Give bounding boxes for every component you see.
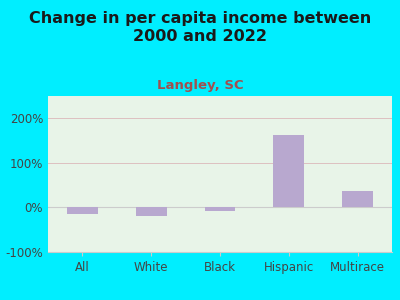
Bar <box>273 135 304 207</box>
Text: Langley, SC: Langley, SC <box>157 80 243 92</box>
Bar <box>342 191 373 207</box>
Text: Change in per capita income between
2000 and 2022: Change in per capita income between 2000… <box>29 11 371 44</box>
Bar <box>67 207 98 214</box>
Bar <box>136 207 167 216</box>
Bar <box>204 207 236 211</box>
